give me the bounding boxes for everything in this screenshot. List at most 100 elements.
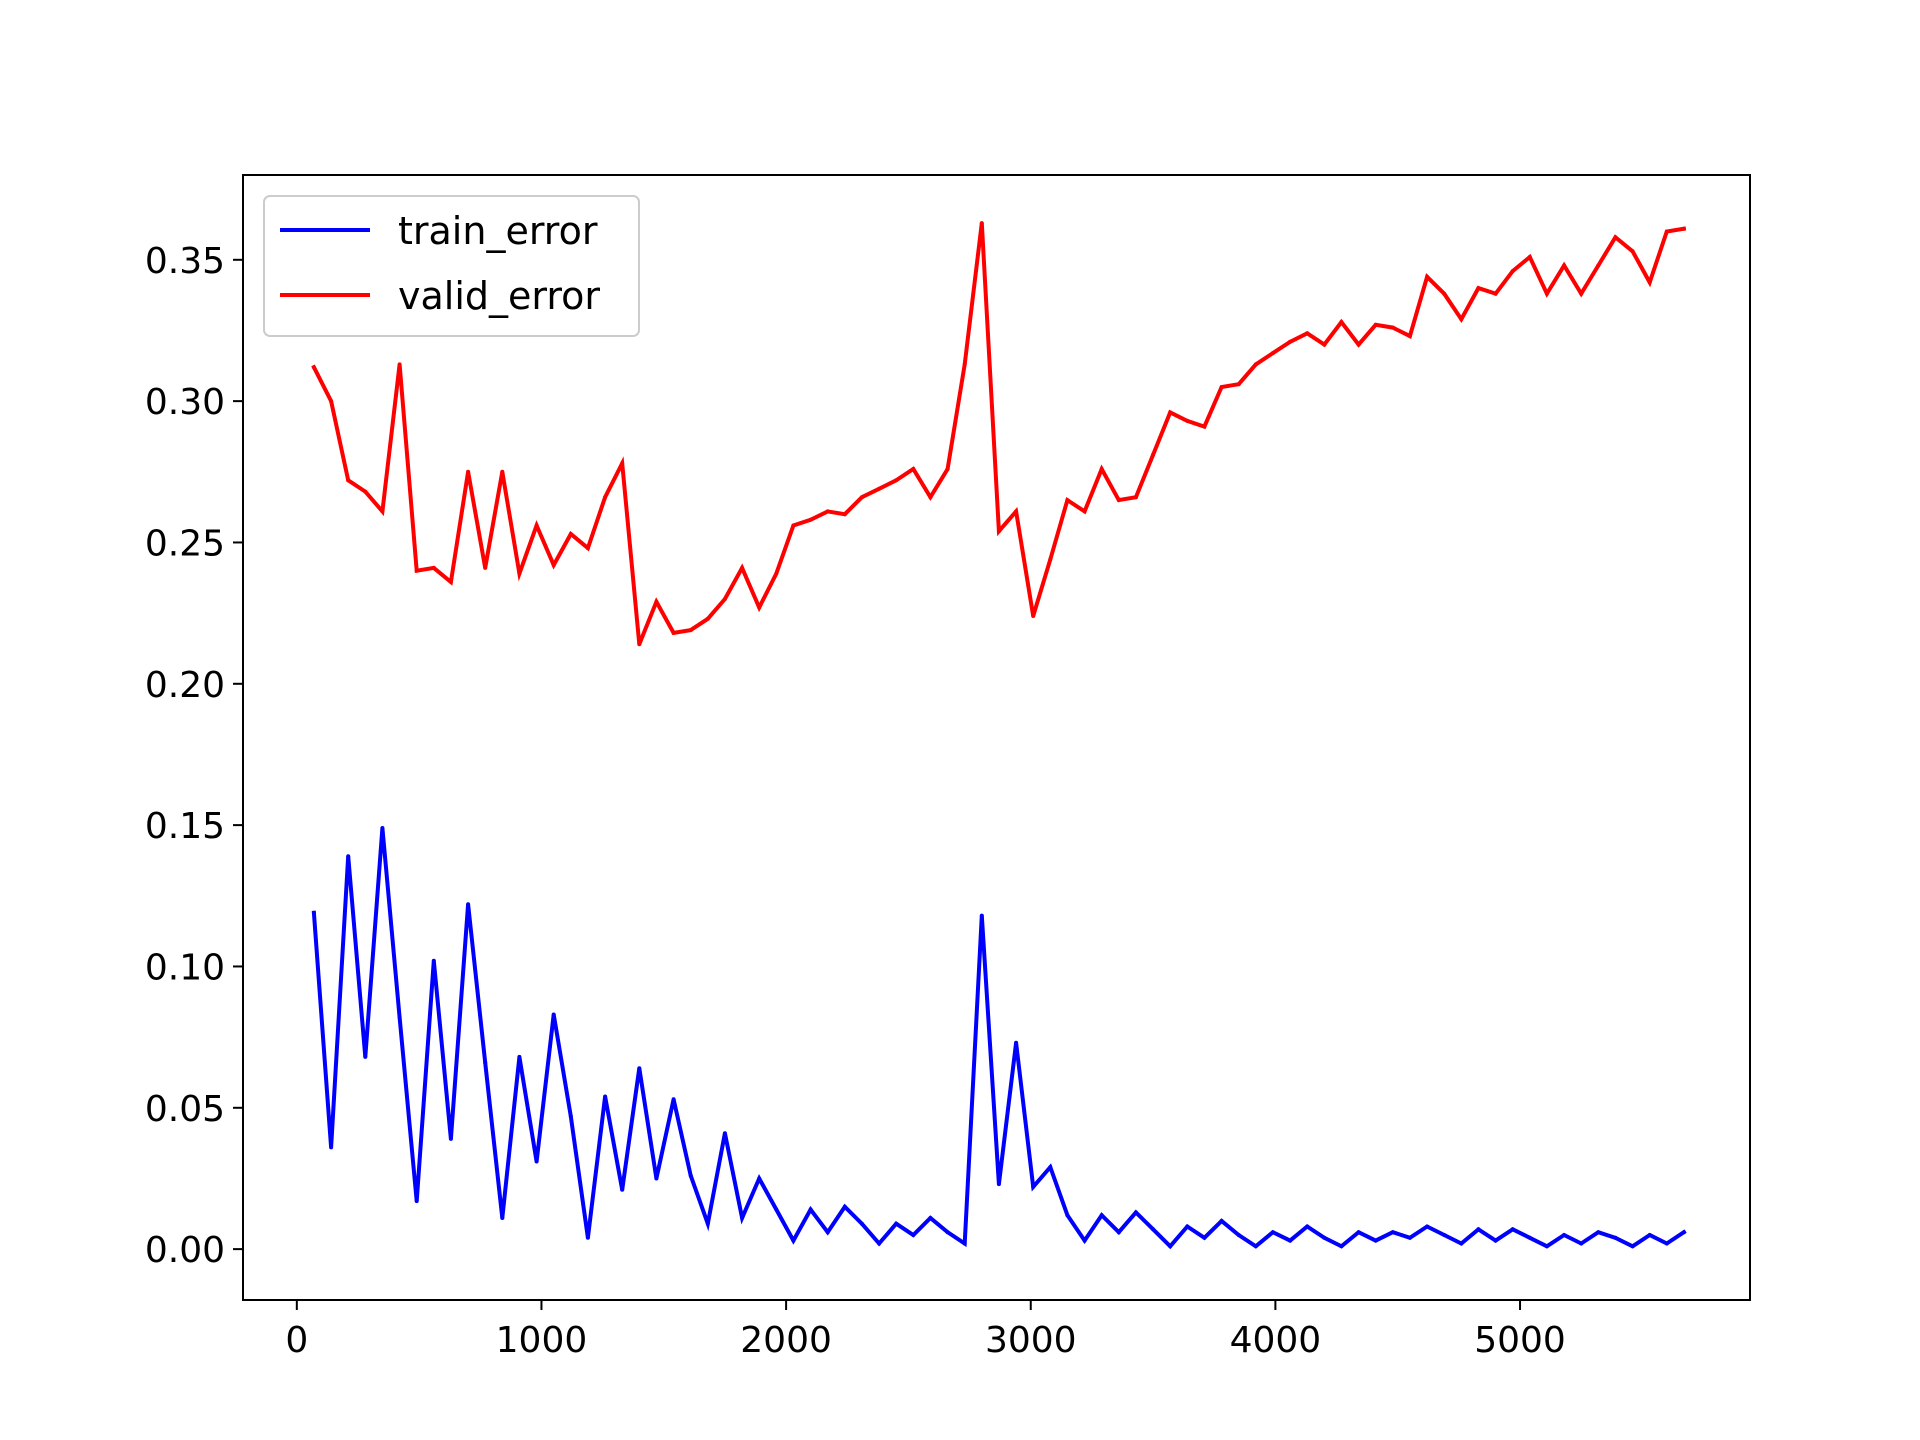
data-point-train-error xyxy=(1476,1227,1481,1232)
data-point-valid-error xyxy=(1493,291,1498,296)
data-point-valid-error xyxy=(1476,286,1481,291)
data-point-valid-error xyxy=(996,529,1001,534)
y-tick-label: 0.20 xyxy=(145,665,225,706)
data-point-valid-error xyxy=(1116,498,1121,503)
data-point-valid-error xyxy=(1270,351,1275,356)
data-point-valid-error xyxy=(791,523,796,528)
data-point-valid-error xyxy=(1459,317,1464,322)
data-point-train-error xyxy=(568,1114,573,1119)
data-point-valid-error xyxy=(1527,255,1532,259)
data-point-valid-error xyxy=(757,605,762,610)
data-point-train-error xyxy=(1630,1244,1635,1249)
y-tick-label: 0.05 xyxy=(145,1089,225,1130)
data-point-valid-error xyxy=(1048,557,1053,562)
data-point-valid-error xyxy=(962,362,967,367)
data-point-valid-error xyxy=(1544,291,1549,296)
data-point-valid-error xyxy=(1133,495,1138,500)
data-point-train-error xyxy=(962,1241,967,1246)
data-point-valid-error xyxy=(431,565,436,570)
y-tick-label: 0.25 xyxy=(145,523,225,564)
data-point-valid-error xyxy=(397,362,402,367)
data-point-train-error xyxy=(1681,1230,1686,1235)
data-point-valid-error xyxy=(346,478,351,483)
legend: train_error valid_error xyxy=(263,195,640,337)
data-point-valid-error xyxy=(1356,342,1361,347)
data-point-train-error xyxy=(1527,1235,1532,1240)
plot-area xyxy=(311,221,1687,1250)
data-point-train-error xyxy=(774,1207,779,1212)
x-tick-label: 0 xyxy=(285,1320,308,1361)
data-point-valid-error xyxy=(859,495,864,500)
data-point-train-error xyxy=(414,1199,419,1204)
data-point-valid-error xyxy=(637,642,642,647)
data-point-train-error xyxy=(1219,1218,1224,1223)
data-point-train-error xyxy=(928,1216,933,1220)
data-point-train-error xyxy=(1082,1238,1087,1243)
data-point-valid-error xyxy=(483,565,488,570)
y-tick-label: 0.15 xyxy=(145,806,225,847)
data-point-train-error xyxy=(1510,1227,1515,1232)
x-tick-label: 4000 xyxy=(1230,1320,1322,1361)
legend-label-valid-error: valid_error xyxy=(398,274,600,318)
data-point-valid-error xyxy=(1339,320,1344,324)
data-point-valid-error xyxy=(928,495,933,500)
data-point-valid-error xyxy=(534,523,539,528)
data-point-valid-error xyxy=(500,469,505,474)
data-point-valid-error xyxy=(1596,263,1601,268)
data-point-train-error xyxy=(1133,1210,1138,1215)
data-point-train-error xyxy=(483,1060,488,1065)
data-point-valid-error xyxy=(894,478,899,483)
data-point-valid-error xyxy=(311,365,316,370)
data-point-train-error xyxy=(1031,1184,1036,1189)
data-point-train-error xyxy=(842,1204,847,1209)
data-point-train-error xyxy=(603,1094,608,1099)
data-point-valid-error xyxy=(1082,509,1087,514)
y-tick-label: 0.00 xyxy=(145,1230,225,1271)
data-point-train-error xyxy=(1442,1233,1447,1237)
data-point-train-error xyxy=(945,1230,950,1235)
data-point-valid-error xyxy=(1219,385,1224,389)
data-point-valid-error xyxy=(1407,334,1412,339)
data-point-train-error xyxy=(1185,1224,1190,1229)
data-point-train-error xyxy=(791,1238,796,1243)
data-point-valid-error xyxy=(1288,339,1293,344)
data-point-train-error xyxy=(500,1216,505,1220)
data-point-train-error xyxy=(1168,1244,1173,1249)
data-point-train-error xyxy=(1459,1241,1464,1246)
data-point-train-error xyxy=(466,902,471,907)
data-point-valid-error xyxy=(517,571,522,576)
y-tick-label: 0.30 xyxy=(145,382,225,423)
data-point-valid-error xyxy=(688,628,693,633)
data-point-train-error xyxy=(585,1235,590,1240)
data-point-valid-error xyxy=(774,571,779,576)
data-point-train-error xyxy=(1270,1230,1275,1235)
axes-frame xyxy=(242,174,1751,1301)
data-point-train-error xyxy=(1373,1238,1378,1243)
data-point-valid-error xyxy=(825,509,830,514)
data-point-train-error xyxy=(859,1221,864,1226)
data-point-train-error xyxy=(346,854,351,859)
data-point-train-error xyxy=(620,1187,625,1192)
data-point-valid-error xyxy=(722,597,727,601)
data-point-train-error xyxy=(1305,1224,1310,1229)
data-point-valid-error xyxy=(1253,362,1258,367)
data-point-valid-error xyxy=(1425,274,1430,279)
data-point-valid-error xyxy=(1562,263,1567,268)
data-point-train-error xyxy=(1562,1233,1567,1237)
data-point-train-error xyxy=(517,1054,522,1059)
data-point-valid-error xyxy=(1202,424,1207,429)
data-point-valid-error xyxy=(705,616,710,621)
data-point-valid-error xyxy=(979,221,984,226)
data-point-train-error xyxy=(1202,1235,1207,1240)
data-point-train-error xyxy=(363,1054,368,1059)
data-point-train-error xyxy=(1339,1244,1344,1249)
data-point-valid-error xyxy=(1579,291,1584,296)
data-point-valid-error xyxy=(329,399,334,404)
data-point-train-error xyxy=(894,1221,899,1226)
data-point-train-error xyxy=(705,1221,710,1226)
data-point-valid-error xyxy=(1099,467,1104,471)
data-point-train-error xyxy=(1664,1241,1669,1246)
x-tick-label: 1000 xyxy=(496,1320,588,1361)
legend-label-train-error: train_error xyxy=(398,209,598,253)
